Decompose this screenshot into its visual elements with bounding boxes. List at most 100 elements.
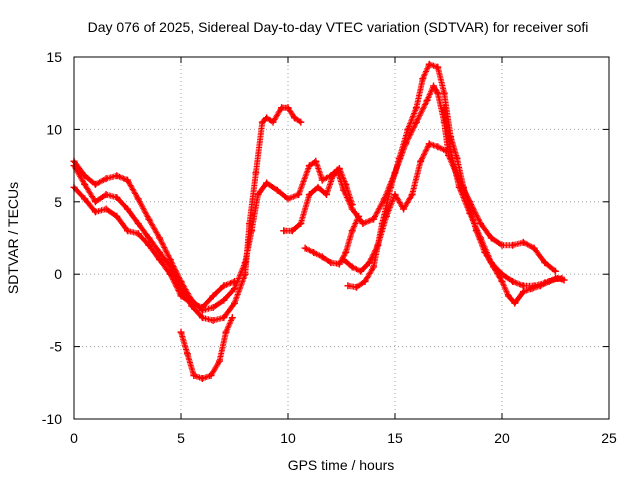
y-tick-label: -5 bbox=[50, 339, 63, 355]
data-point bbox=[440, 89, 448, 97]
data-point bbox=[269, 118, 277, 126]
data-point bbox=[209, 317, 217, 325]
series-track-3 bbox=[70, 183, 238, 312]
data-point bbox=[370, 215, 378, 223]
data-point bbox=[177, 328, 185, 336]
data-point bbox=[113, 212, 121, 220]
x-tick-label: 10 bbox=[280, 430, 296, 446]
data-point bbox=[297, 118, 305, 126]
data-point bbox=[124, 227, 131, 235]
data-point bbox=[329, 172, 337, 180]
data-point bbox=[81, 172, 89, 180]
data-point bbox=[305, 191, 313, 199]
data-point bbox=[314, 183, 322, 191]
y-tick-label: 15 bbox=[46, 49, 62, 65]
data-point bbox=[113, 193, 121, 201]
data-point bbox=[408, 191, 416, 199]
data-point bbox=[156, 256, 164, 264]
data-point bbox=[335, 164, 343, 172]
data-point bbox=[342, 180, 350, 188]
data-point bbox=[231, 285, 238, 293]
y-axis-title: SDTVAR / TECUs bbox=[5, 182, 21, 294]
data-point bbox=[113, 172, 121, 180]
data-point bbox=[558, 275, 566, 283]
series-track-2 bbox=[70, 104, 305, 325]
data-point bbox=[425, 140, 433, 148]
y-tick-label: 5 bbox=[54, 194, 62, 210]
data-point bbox=[81, 195, 89, 203]
data-point bbox=[312, 157, 320, 165]
data-point bbox=[183, 350, 191, 358]
data-series bbox=[70, 60, 568, 382]
data-point bbox=[477, 234, 485, 242]
data-point bbox=[91, 180, 99, 188]
data-point bbox=[284, 195, 292, 203]
data-point bbox=[455, 183, 463, 191]
axis-ticks bbox=[73, 56, 610, 420]
data-point bbox=[530, 282, 538, 290]
data-point bbox=[273, 186, 281, 194]
data-point bbox=[220, 282, 228, 290]
data-point bbox=[188, 299, 196, 307]
data-point bbox=[357, 267, 365, 275]
data-point bbox=[541, 259, 549, 267]
data-point bbox=[440, 104, 448, 112]
data-point bbox=[447, 147, 455, 155]
data-point bbox=[423, 96, 431, 104]
data-point bbox=[145, 215, 153, 223]
data-point bbox=[220, 296, 228, 304]
data-point bbox=[412, 118, 420, 126]
x-tick-label: 15 bbox=[387, 430, 403, 446]
data-point bbox=[530, 244, 538, 252]
data-point bbox=[355, 212, 363, 220]
data-point bbox=[124, 205, 131, 213]
data-point bbox=[207, 372, 215, 380]
data-point bbox=[305, 162, 313, 170]
data-point bbox=[477, 220, 485, 228]
series-track-6 bbox=[301, 212, 363, 268]
data-point bbox=[220, 314, 228, 322]
data-point bbox=[301, 244, 309, 252]
data-point bbox=[400, 205, 408, 213]
data-point bbox=[231, 299, 238, 307]
data-point bbox=[198, 314, 206, 322]
data-point bbox=[288, 227, 296, 235]
data-point bbox=[327, 259, 335, 267]
data-point bbox=[412, 104, 420, 112]
data-point bbox=[348, 263, 356, 271]
data-point bbox=[124, 176, 131, 184]
data-point bbox=[519, 282, 527, 290]
data-point bbox=[541, 279, 549, 287]
data-point bbox=[509, 241, 517, 249]
data-point bbox=[222, 328, 230, 336]
data-point bbox=[297, 220, 305, 228]
data-point bbox=[487, 259, 495, 267]
data-point bbox=[177, 292, 185, 300]
data-point bbox=[209, 304, 217, 312]
data-point bbox=[198, 374, 206, 382]
data-point bbox=[340, 256, 348, 264]
series-track-9 bbox=[440, 104, 566, 290]
data-point bbox=[198, 304, 206, 312]
data-point bbox=[310, 248, 318, 256]
data-point bbox=[216, 357, 224, 365]
data-point bbox=[145, 241, 153, 249]
data-point bbox=[359, 220, 367, 228]
x-tick-label: 20 bbox=[494, 430, 510, 446]
plot-frame bbox=[73, 56, 610, 420]
x-tick-label: 0 bbox=[70, 430, 78, 446]
data-point bbox=[81, 180, 89, 188]
data-point bbox=[318, 176, 326, 184]
data-point bbox=[228, 314, 236, 322]
data-point bbox=[378, 220, 386, 228]
data-point bbox=[134, 230, 142, 238]
data-point bbox=[252, 169, 260, 177]
data-point bbox=[434, 63, 442, 71]
y-tick-label: -10 bbox=[42, 411, 62, 427]
data-point bbox=[419, 75, 427, 83]
data-point bbox=[102, 175, 110, 183]
data-point bbox=[91, 198, 99, 206]
data-point bbox=[102, 191, 110, 199]
data-point bbox=[134, 220, 142, 228]
